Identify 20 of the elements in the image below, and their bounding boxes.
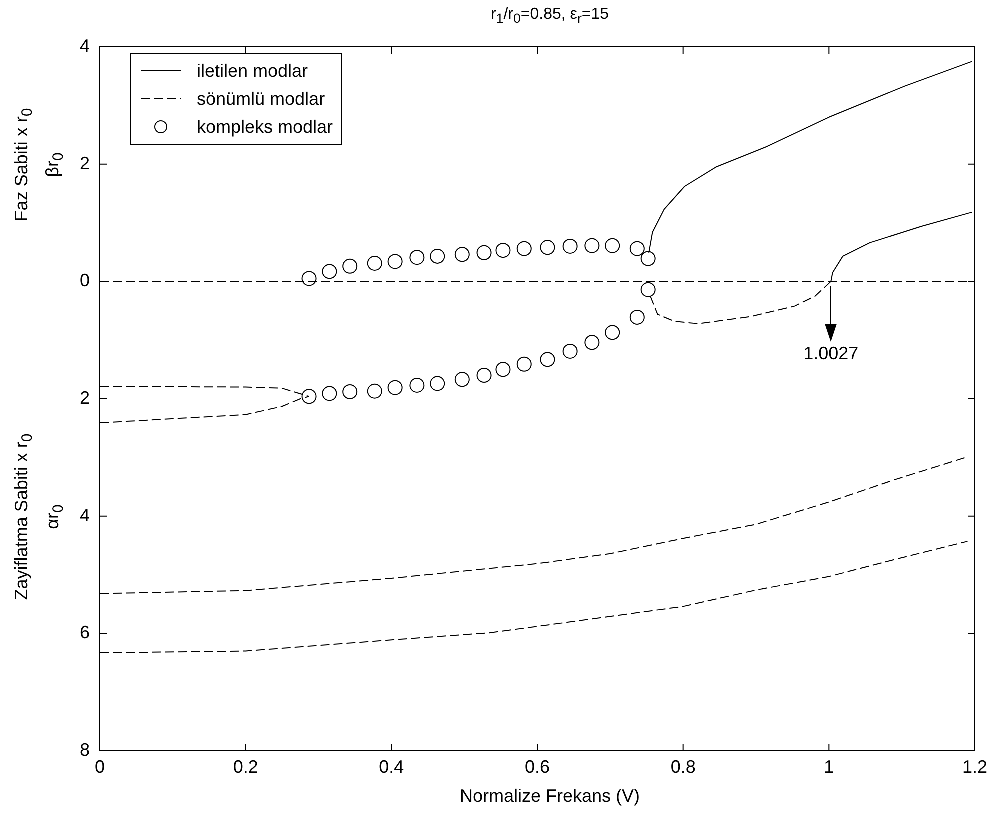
x-tick-label: 1 [824,756,834,777]
y-tick-label: 6 [80,622,90,643]
x-tick-label: 0.4 [379,756,404,777]
y-tick-label: 8 [80,740,90,760]
y-tick-label: 0 [80,270,90,291]
legend-label: kompleks modlar [197,116,334,138]
y-tick-label: 4 [80,36,90,56]
y-tick-label: 2 [80,388,90,408]
annotation: 1.0027 [804,344,859,364]
x-tick-label: 0.2 [233,756,258,777]
y-tick-label: 4 [80,505,90,526]
chart-title: r$_{1}$/r$_{0}$=0.85, ε$_{r}$=15 [490,6,610,26]
y-tick-label: 2 [80,153,90,174]
x-tick-label: 0 [94,756,106,777]
x-tick-label: 0.6 [524,756,550,777]
x-axis-title: Normalize Frekans (V) [460,786,640,807]
x-tick-label: 0.8 [670,756,696,777]
legend-label: sönümlü modlar [197,88,326,110]
x-tick-label: 1.2 [962,756,988,777]
legend-label: iletilen modlar [197,60,308,82]
